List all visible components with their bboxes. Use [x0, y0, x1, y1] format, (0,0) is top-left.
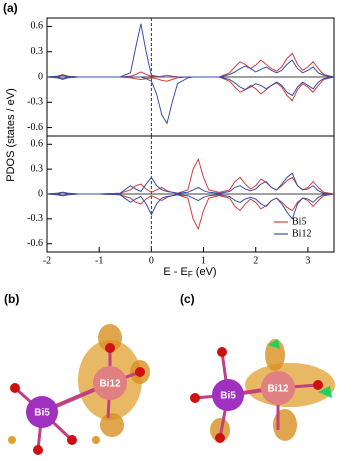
atom-label: Bi12 [267, 384, 289, 395]
atom-label: Bi12 [99, 379, 121, 390]
x-tick-label: 0 [149, 255, 154, 266]
pdos-line [46, 157, 335, 195]
x-tick-label: 3 [305, 255, 310, 266]
x-axis-label: E - EF (eV) [163, 266, 216, 279]
y-tick-label: 0 [38, 188, 43, 199]
panel-label: (c) [180, 292, 195, 306]
pdos-line [46, 23, 335, 78]
y-tick-label: 0.3 [31, 163, 44, 174]
y-tick-label: 0.6 [31, 21, 44, 32]
y-tick-label: -0.3 [27, 213, 43, 224]
y-tick-label: 0.6 [31, 139, 44, 150]
molecule-b [8, 324, 150, 455]
legend-label: Bi12 [292, 228, 311, 239]
x-label-sub: F [188, 270, 193, 279]
pdos-line [46, 52, 335, 78]
legend-label: Bi5 [292, 216, 306, 227]
y-tick-label: -0.6 [27, 238, 43, 249]
y-axis-label: PDOS (states / eV) [5, 88, 17, 182]
atom-label: Bi5 [220, 391, 236, 402]
y-tick-label: -0.6 [27, 122, 43, 133]
pdos-line [46, 76, 335, 102]
pdos-line [46, 172, 335, 195]
x-tick-label: 2 [253, 255, 258, 266]
pdos-line [46, 193, 335, 220]
panel-label: (a) [3, 1, 18, 15]
x-tick-label: -2 [43, 255, 51, 266]
y-tick-label: -0.3 [27, 97, 43, 108]
x-label-part: E - E [163, 266, 187, 278]
molecule-c [190, 339, 335, 443]
x-tick-label: -1 [95, 255, 103, 266]
panel-label: (b) [4, 292, 19, 306]
y-tick-label: 0.3 [31, 46, 44, 57]
y-tick-label: 0 [38, 71, 43, 82]
x-label-part: (eV) [193, 266, 217, 278]
atom-label: Bi5 [34, 408, 50, 419]
pdos-line [46, 193, 335, 231]
x-tick-label: 1 [201, 255, 206, 266]
pdos-line [46, 76, 335, 125]
